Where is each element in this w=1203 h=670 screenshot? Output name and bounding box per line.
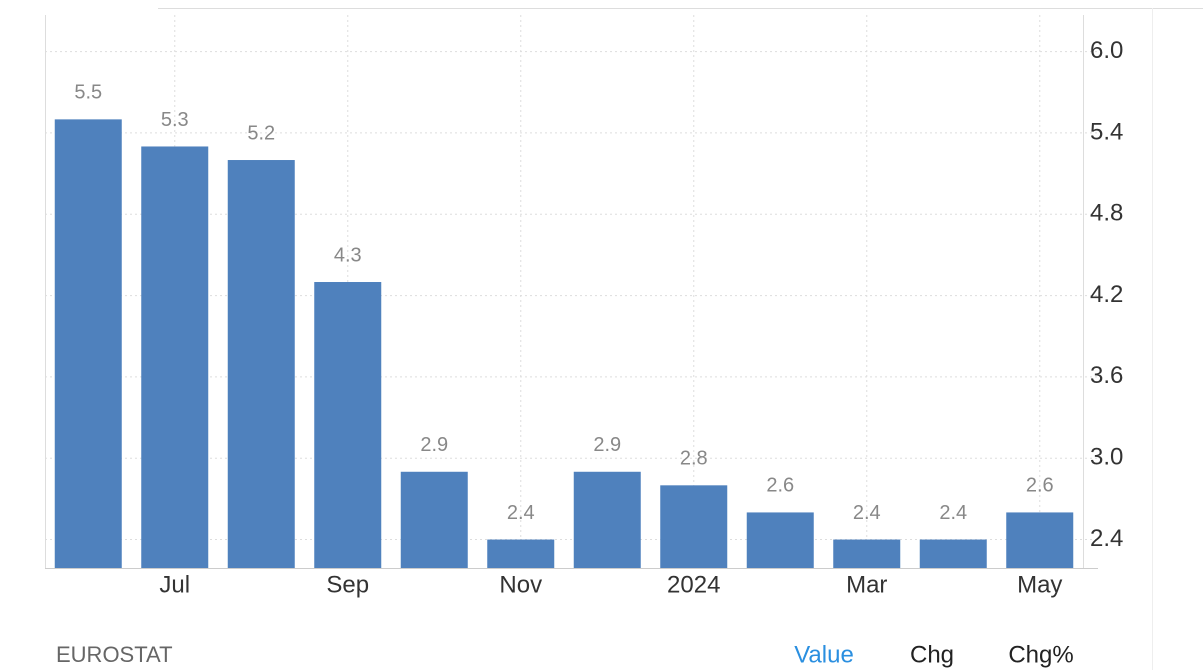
y-tick-label: 5.4: [1090, 118, 1123, 145]
bar: [746, 512, 814, 568]
y-tick-label: 3.6: [1090, 362, 1123, 389]
bar: [660, 485, 728, 568]
y-tick-label: 4.2: [1090, 281, 1123, 308]
value-label: 2.9: [593, 434, 621, 456]
x-tick-label: Jul: [159, 571, 190, 598]
value-label: 5.3: [161, 109, 189, 131]
x-tick-label: Sep: [326, 571, 369, 598]
x-tick-label: Nov: [499, 571, 542, 598]
bar: [573, 471, 641, 568]
bar: [54, 119, 122, 568]
y-tick-label: 3.0: [1090, 444, 1123, 471]
bar: [1006, 512, 1074, 568]
y-tick-label: 2.4: [1090, 525, 1123, 552]
value-label: 2.4: [507, 502, 535, 524]
value-label: 2.8: [680, 448, 708, 470]
value-label: 5.5: [74, 82, 102, 104]
bar: [314, 282, 382, 568]
bar: [400, 471, 468, 568]
bar: [919, 539, 987, 568]
value-label: 2.4: [939, 502, 967, 524]
tab[interactable]: Chg%: [1008, 641, 1073, 668]
value-label: 2.9: [420, 434, 448, 456]
value-label: 2.6: [766, 475, 794, 497]
x-tick-label: May: [1017, 571, 1062, 598]
value-label: 2.4: [853, 502, 881, 524]
bar: [833, 539, 901, 568]
tab[interactable]: Chg: [910, 641, 954, 668]
bar: [487, 539, 555, 568]
y-tick-label: 6.0: [1090, 37, 1123, 64]
value-label: 5.2: [247, 122, 275, 144]
value-label: 4.3: [334, 244, 362, 266]
bar: [141, 146, 209, 569]
x-tick-label: 2024: [667, 571, 720, 598]
value-label: 2.6: [1026, 475, 1054, 497]
x-tick-label: Mar: [846, 571, 887, 598]
source: EUROSTAT: [56, 642, 173, 667]
tab[interactable]: Value: [794, 641, 854, 668]
bar: [227, 160, 295, 568]
y-tick-label: 4.8: [1090, 200, 1123, 227]
